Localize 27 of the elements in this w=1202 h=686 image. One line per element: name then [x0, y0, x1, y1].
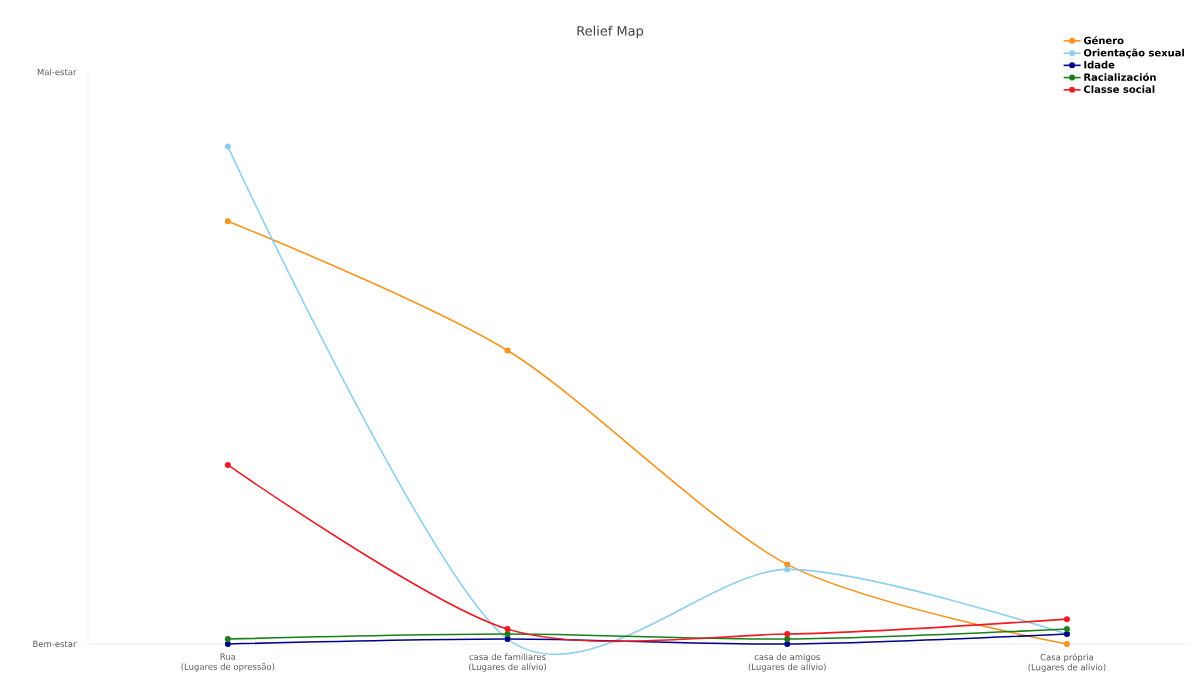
chart-title: Relief Map	[577, 25, 644, 39]
point	[784, 641, 791, 647]
x-tick-label: Rua (Lugares de opressão)	[181, 653, 275, 672]
point	[1063, 626, 1070, 633]
point	[224, 461, 231, 468]
legend-label: Género	[1083, 36, 1124, 45]
legend-label: Orientação sexual	[1083, 48, 1184, 59]
text: Mal-estar	[37, 68, 77, 76]
point	[1063, 641, 1070, 647]
point	[784, 566, 791, 573]
point	[224, 636, 231, 643]
x-tick-label: Casa própria (Lugares de alívio)	[1028, 653, 1106, 673]
point	[784, 636, 791, 643]
legend-label: Idade	[1084, 60, 1115, 69]
x-tick-label: casa de amigos (Lugares de alívio)	[748, 653, 826, 672]
point	[784, 631, 791, 638]
point	[224, 143, 231, 150]
legend-label: Racialización	[1084, 72, 1156, 81]
point	[504, 626, 511, 633]
point	[224, 641, 231, 647]
point	[1063, 616, 1070, 623]
point	[224, 218, 231, 225]
point	[504, 347, 511, 354]
x-tick-label: casa de familiares (Lugares de alívio)	[469, 653, 547, 672]
text: Bem-estar	[33, 640, 77, 648]
point	[784, 561, 791, 568]
legend-label: Classe social	[1083, 85, 1155, 94]
